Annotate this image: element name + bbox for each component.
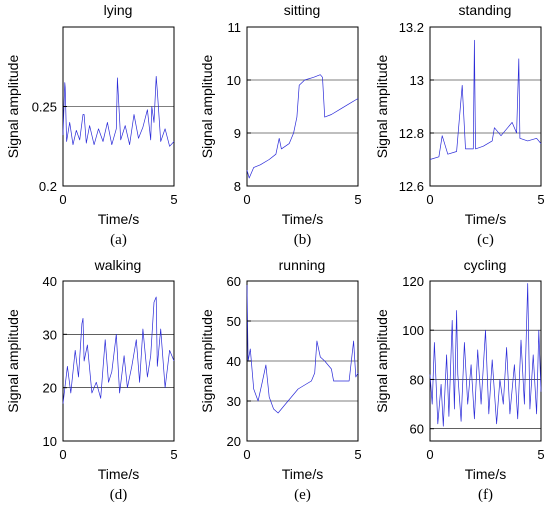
- chart-title: standing: [459, 2, 512, 18]
- panel-sitting: 8 9 10 11 0 5 sitting Time/s Signal amplitude (b): [199, 2, 362, 248]
- chart-title: cycling: [464, 257, 507, 273]
- series-line: [429, 283, 542, 427]
- chart-title: lying: [104, 2, 133, 18]
- x-axis-label: Time/s: [465, 466, 506, 482]
- x-tick-label: 5: [354, 192, 361, 207]
- y-tick-label: 13: [410, 73, 424, 88]
- x-axis-label: Time/s: [282, 466, 323, 482]
- y-tick-label: 40: [227, 354, 241, 369]
- y-tick-label: 40: [43, 274, 57, 289]
- x-tick-label: 5: [537, 192, 544, 207]
- y-axis-label: Signal amplitude: [5, 55, 21, 159]
- series-line: [246, 284, 359, 414]
- y-tick-label: 11: [228, 20, 242, 35]
- y-tick-label: 120: [402, 274, 424, 289]
- y-axis-label: Signal amplitude: [374, 55, 390, 159]
- panel-standing: 12.6 12.8 13 13.2 0 5 standing Time/s Signal amp…: [374, 2, 545, 248]
- panel-cycling: 60 80 100 120 0 5 cycling Time/s Signal amplitud…: [374, 257, 545, 503]
- panel-lying: 0.2 0.25 0 5 lying Time/s Signal amplitude (a): [5, 2, 178, 248]
- y-tick-label: 10: [227, 73, 241, 88]
- panel-caption: (d): [110, 487, 128, 503]
- chart-title: sitting: [284, 2, 321, 18]
- x-axis-label: Time/s: [98, 466, 139, 482]
- y-axis-label: Signal amplitude: [374, 309, 390, 413]
- x-tick-label: 5: [170, 447, 177, 462]
- y-axis-label: Signal amplitude: [199, 309, 215, 413]
- panel-caption: (b): [294, 232, 312, 248]
- panel-caption: (a): [110, 232, 127, 248]
- y-tick-label: 20: [227, 434, 241, 449]
- y-tick-label: 80: [410, 372, 424, 387]
- y-axis-label: Signal amplitude: [5, 309, 21, 413]
- series-line: [62, 296, 175, 404]
- x-tick-label: 0: [426, 447, 433, 462]
- x-axis-label: Time/s: [465, 211, 506, 227]
- y-tick-label: 9: [234, 126, 241, 141]
- panel-running: 20 30 40 50 60 0 5 running Time/s Signal amplitud…: [199, 257, 362, 503]
- panel-caption: (f): [478, 487, 493, 503]
- x-tick-label: 0: [243, 447, 250, 462]
- chart-title: running: [279, 257, 326, 273]
- y-tick-label: 13.2: [399, 20, 424, 35]
- x-tick-label: 5: [354, 447, 361, 462]
- y-tick-label: 8: [234, 179, 241, 194]
- y-tick-label: 100: [402, 323, 424, 338]
- y-tick-label: 30: [43, 327, 57, 342]
- y-tick-label: 60: [227, 274, 241, 289]
- x-tick-label: 5: [537, 447, 544, 462]
- y-tick-label: 60: [410, 422, 424, 437]
- plot-frame: [246, 26, 359, 187]
- x-tick-label: 0: [59, 192, 66, 207]
- x-tick-label: 0: [59, 447, 66, 462]
- x-tick-label: 0: [426, 192, 433, 207]
- x-tick-label: 0: [243, 192, 250, 207]
- y-axis-label: Signal amplitude: [199, 55, 215, 159]
- y-tick-label: 20: [43, 381, 57, 396]
- x-tick-label: 5: [170, 192, 177, 207]
- y-tick-label: 30: [227, 394, 241, 409]
- plot-frame: [429, 26, 542, 187]
- series-line: [246, 74, 359, 179]
- panel-caption: (c): [477, 232, 494, 248]
- panel-walking: 10 20 30 40 0 5 walking Time/s Signal amplitude (…: [5, 257, 178, 503]
- x-axis-label: Time/s: [98, 211, 139, 227]
- x-axis-label: Time/s: [282, 211, 323, 227]
- y-tick-label: 0.2: [39, 179, 57, 194]
- y-tick-label: 10: [43, 434, 57, 449]
- series-line: [429, 39, 542, 160]
- panel-caption: (e): [294, 487, 311, 503]
- chart-title: walking: [94, 257, 142, 273]
- series-line: [62, 75, 175, 147]
- y-tick-label: 50: [227, 314, 241, 329]
- y-tick-label: 12.6: [399, 179, 424, 194]
- plot-frame: [429, 280, 542, 442]
- y-tick-label: 0.25: [32, 100, 57, 115]
- y-tick-label: 12.8: [399, 126, 424, 141]
